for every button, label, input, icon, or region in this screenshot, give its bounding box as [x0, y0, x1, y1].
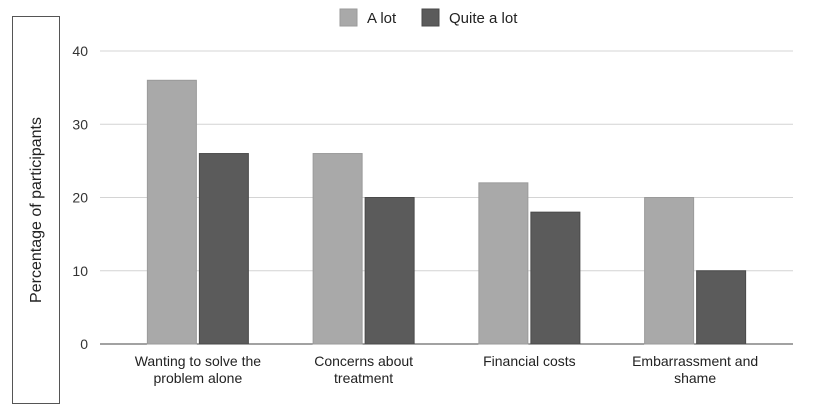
y-tick-label: 30: [72, 116, 88, 132]
legend-label: Quite a lot: [449, 10, 518, 27]
bar: [478, 182, 529, 345]
y-axis-label-box: [12, 16, 60, 404]
y-tick-label: 10: [72, 263, 88, 279]
x-tick-label: Wanting to solve the: [135, 353, 262, 369]
bar: [530, 211, 581, 345]
x-tick-label: Financial costs: [483, 353, 576, 369]
y-tick-label: 20: [72, 190, 88, 206]
x-tick-label: Concerns about: [314, 353, 413, 369]
legend-swatch: [421, 8, 440, 27]
y-tick-label: 40: [72, 43, 88, 59]
x-tick-label: shame: [674, 370, 716, 386]
bar: [696, 270, 747, 345]
bar: [312, 153, 363, 345]
y-tick-label: 0: [80, 336, 88, 352]
bar: [146, 79, 197, 345]
x-tick-label: Embarrassment and: [632, 353, 758, 369]
bar: [364, 197, 415, 345]
x-tick-label: problem alone: [154, 370, 243, 386]
bar: [644, 197, 695, 345]
legend-swatch: [339, 8, 358, 27]
x-tick-label: treatment: [334, 370, 393, 386]
legend-label: A lot: [367, 10, 397, 27]
bar: [198, 153, 249, 345]
